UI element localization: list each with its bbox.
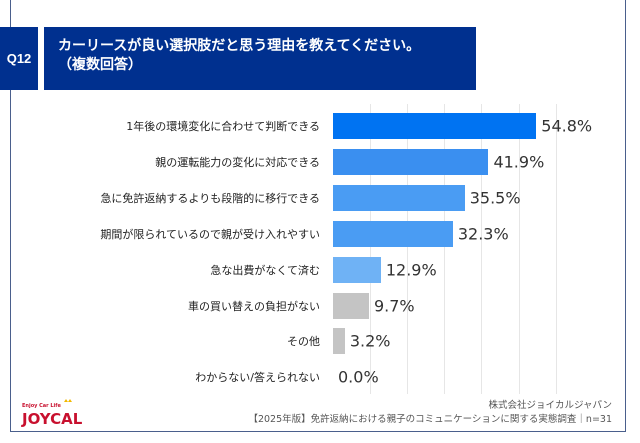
category-label: その他 — [287, 335, 320, 349]
value-label: 35.5% — [469, 188, 521, 208]
category-label: 急な出費がなくて済む — [210, 263, 320, 277]
gridline — [370, 104, 372, 394]
value-label: 41.9% — [493, 152, 545, 172]
source-survey: 【2025年版】免許返納における親子のコミュニケーションに関する実態調査｜n=3… — [248, 414, 612, 425]
gridline — [444, 104, 446, 394]
bar — [333, 220, 453, 247]
value-label: 0.0% — [338, 367, 379, 387]
chart-title: カーリースが良い選択肢だと思う理由を教えてください。 （複数回答） — [44, 27, 476, 90]
gridline — [481, 104, 483, 394]
gridline — [407, 104, 409, 394]
chart-frame — [10, 0, 626, 432]
bar — [333, 113, 537, 139]
svg-text:Enjoy Car Life: Enjoy Car Life — [22, 403, 61, 409]
bar — [333, 148, 489, 175]
title-line-2: （複数回答） — [58, 57, 142, 73]
source-company: 株式会社ジョイカルジャパン — [488, 400, 612, 411]
bar — [333, 184, 465, 211]
joycal-logo: Enjoy Car Life JOYCAL — [21, 399, 83, 428]
category-label: 車の買い替えの負担がない — [188, 299, 320, 313]
gridline — [555, 104, 557, 394]
title-line-1: カーリースが良い選択肢だと思う理由を教えてください。 — [58, 38, 421, 54]
value-label: 9.7% — [373, 296, 415, 315]
bar — [333, 256, 381, 283]
gridline — [518, 104, 520, 394]
category-label: 急に免許返納するよりも段階的に移行できる — [100, 191, 320, 205]
value-label: 12.9% — [385, 260, 437, 280]
value-label: 3.2% — [349, 331, 391, 351]
bar — [333, 292, 369, 319]
svg-text:JOYCAL: JOYCAL — [21, 410, 83, 428]
category-label: わからない/答えられない — [195, 371, 320, 385]
value-label: 32.3% — [457, 224, 509, 244]
category-label: 親の運転能力の変化に対応できる — [155, 155, 320, 169]
question-number: Q12 — [0, 27, 38, 90]
bar — [333, 328, 345, 355]
value-label: 54.8% — [541, 116, 593, 136]
category-label: 期間が限られているので親が受け入れやすい — [100, 227, 320, 241]
category-label: 1年後の環境変化に合わせて判断できる — [126, 120, 320, 133]
